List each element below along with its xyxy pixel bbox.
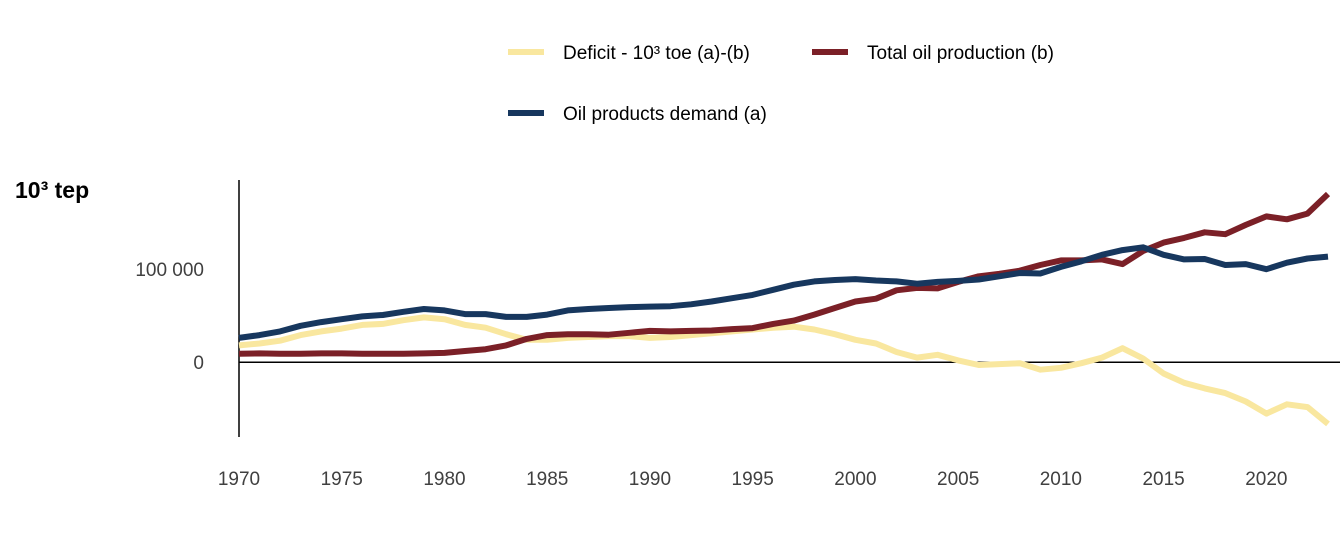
x-tick-label: 2000 bbox=[834, 469, 876, 490]
x-tick-label: 2020 bbox=[1245, 469, 1287, 490]
x-tick-label: 2010 bbox=[1040, 469, 1082, 490]
x-tick-label: 1980 bbox=[423, 469, 465, 490]
y-tick-label: 100 000 bbox=[135, 260, 204, 281]
series-lines bbox=[238, 191, 1331, 427]
legend-label-total-oil-production: Total oil production (b) bbox=[867, 43, 1054, 64]
legend-item-deficit: Deficit - 10³ toe (a)-(b) bbox=[508, 43, 750, 64]
x-tick-label: 1970 bbox=[218, 469, 260, 490]
legend-item-oil-products-demand: Oil products demand (a) bbox=[508, 104, 767, 125]
legend-label-deficit: Deficit - 10³ toe (a)-(b) bbox=[563, 43, 750, 64]
y-axis-ticks: 0 100 000 bbox=[135, 260, 204, 374]
x-tick-label: 1995 bbox=[732, 469, 774, 490]
y-axis-unit-label: 10³ tep bbox=[15, 177, 89, 203]
legend-label-oil-products-demand: Oil products demand (a) bbox=[563, 104, 767, 125]
y-tick-label: 0 bbox=[193, 353, 204, 374]
legend-item-total-oil-production: Total oil production (b) bbox=[812, 43, 1054, 64]
series-line-2 bbox=[238, 244, 1329, 341]
x-tick-label: 1985 bbox=[526, 469, 568, 490]
x-tick-label: 1990 bbox=[629, 469, 671, 490]
x-axis-ticks: 1970 1975 1980 1985 1990 1995 2000 2005 2010 2015… bbox=[218, 469, 1288, 490]
series-line-0 bbox=[238, 314, 1330, 427]
legend: Deficit - 10³ toe (a)-(b) Total oil prod… bbox=[508, 43, 1054, 125]
axes bbox=[238, 180, 1340, 437]
x-tick-label: 2005 bbox=[937, 469, 979, 490]
x-tick-label: 1975 bbox=[321, 469, 363, 490]
x-tick-label: 2015 bbox=[1142, 469, 1184, 490]
